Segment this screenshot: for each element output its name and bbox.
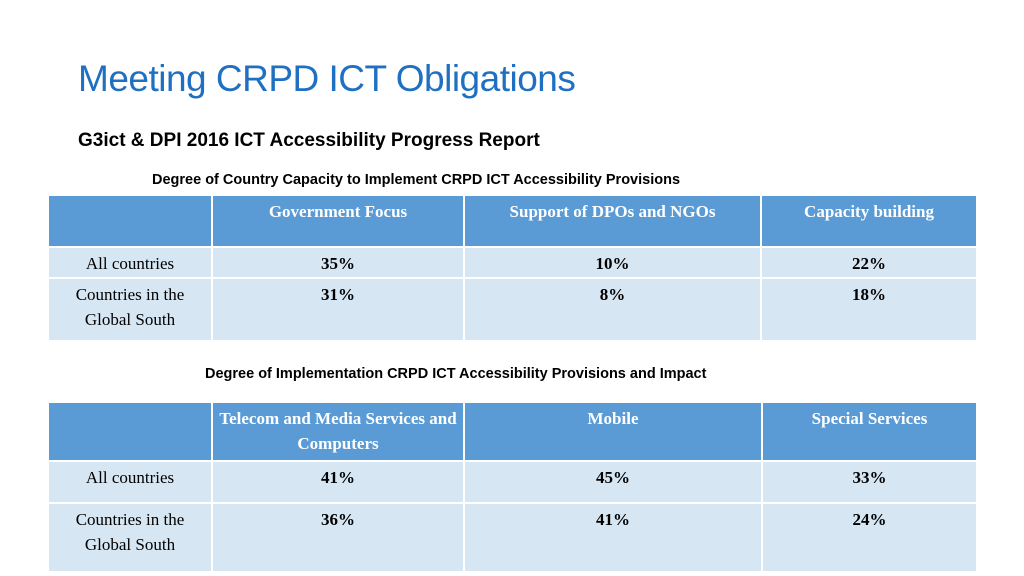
table-row: All countries 35% 10% 22% — [47, 246, 978, 279]
table-cell: 22% — [760, 246, 978, 279]
header-cell-empty — [47, 401, 213, 462]
row-label: Countries in the Global South — [47, 502, 213, 573]
slide-title: Meeting CRPD ICT Obligations — [78, 58, 576, 99]
header-cell-telecom-media: Telecom and Media Services and Computers — [211, 401, 465, 462]
row-label: All countries — [47, 460, 213, 504]
table-cell: 10% — [463, 246, 762, 279]
table-header-row: Telecom and Media Services and Computers… — [47, 401, 978, 462]
table-cell: 41% — [463, 502, 763, 573]
header-cell-special-services: Special Services — [761, 401, 978, 462]
header-cell-empty — [47, 194, 213, 248]
table-cell: 18% — [760, 277, 978, 342]
table-cell: 8% — [463, 277, 762, 342]
row-label: All countries — [47, 246, 213, 279]
header-cell-support-dpos-ngos: Support of DPOs and NGOs — [463, 194, 762, 248]
table-row: Countries in the Global South 31% 8% 18% — [47, 277, 978, 342]
implementation-table: Telecom and Media Services and Computers… — [47, 401, 978, 573]
table-cell: 31% — [211, 277, 465, 342]
slide-subtitle: G3ict & DPI 2016 ICT Accessibility Progr… — [78, 130, 540, 151]
table-cell: 33% — [761, 460, 978, 504]
row-label: Countries in the Global South — [47, 277, 213, 342]
table-cell: 41% — [211, 460, 465, 504]
header-cell-mobile: Mobile — [463, 401, 763, 462]
table2-caption: Degree of Implementation CRPD ICT Access… — [205, 366, 707, 382]
table-cell: 36% — [211, 502, 465, 573]
table-cell: 45% — [463, 460, 763, 504]
header-cell-capacity-building: Capacity building — [760, 194, 978, 248]
table-header-row: Government Focus Support of DPOs and NGO… — [47, 194, 978, 248]
table-row: All countries 41% 45% 33% — [47, 460, 978, 504]
table-cell: 24% — [761, 502, 978, 573]
capacity-table: Government Focus Support of DPOs and NGO… — [47, 194, 978, 342]
table-row: Countries in the Global South 36% 41% 24… — [47, 502, 978, 573]
header-cell-government-focus: Government Focus — [211, 194, 465, 248]
table-cell: 35% — [211, 246, 465, 279]
table1-caption: Degree of Country Capacity to Implement … — [152, 172, 681, 188]
